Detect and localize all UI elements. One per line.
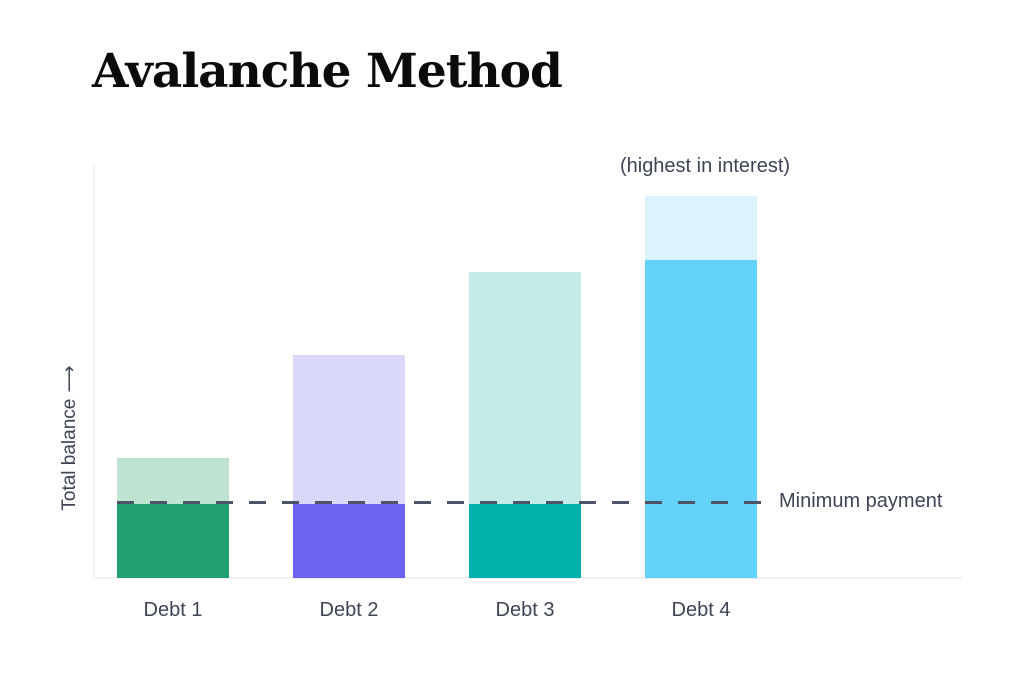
y-axis-label: Total balance ⟶ <box>58 328 84 548</box>
y-axis-label-text: Total balance <box>59 398 80 511</box>
x-axis-label-debt-2: Debt 2 <box>319 599 379 621</box>
bar-debt-4 <box>645 196 757 578</box>
x-axis-label-debt-4: Debt 4 <box>671 599 731 621</box>
bar-debt-3 <box>469 272 581 578</box>
bar-payment-segment <box>469 504 581 578</box>
bar-payment-segment <box>293 504 405 578</box>
up-arrow-icon: ⟶ <box>59 365 80 393</box>
y-axis-line <box>93 165 95 578</box>
bar-debt-2 <box>293 355 405 578</box>
x-axis-label-debt-3: Debt 3 <box>495 599 555 621</box>
bar-debt-1 <box>117 458 229 578</box>
bar-payment-segment <box>645 260 757 578</box>
minimum-payment-label: Minimum payment <box>779 490 943 512</box>
chart-title: Avalanche Method <box>92 44 563 99</box>
minimum-payment-line <box>117 501 769 504</box>
highest-interest-annotation: (highest in interest) <box>619 155 791 177</box>
x-axis-label-debt-1: Debt 1 <box>143 599 203 621</box>
x-axis-line <box>93 577 962 579</box>
bar-payment-segment <box>117 504 229 578</box>
